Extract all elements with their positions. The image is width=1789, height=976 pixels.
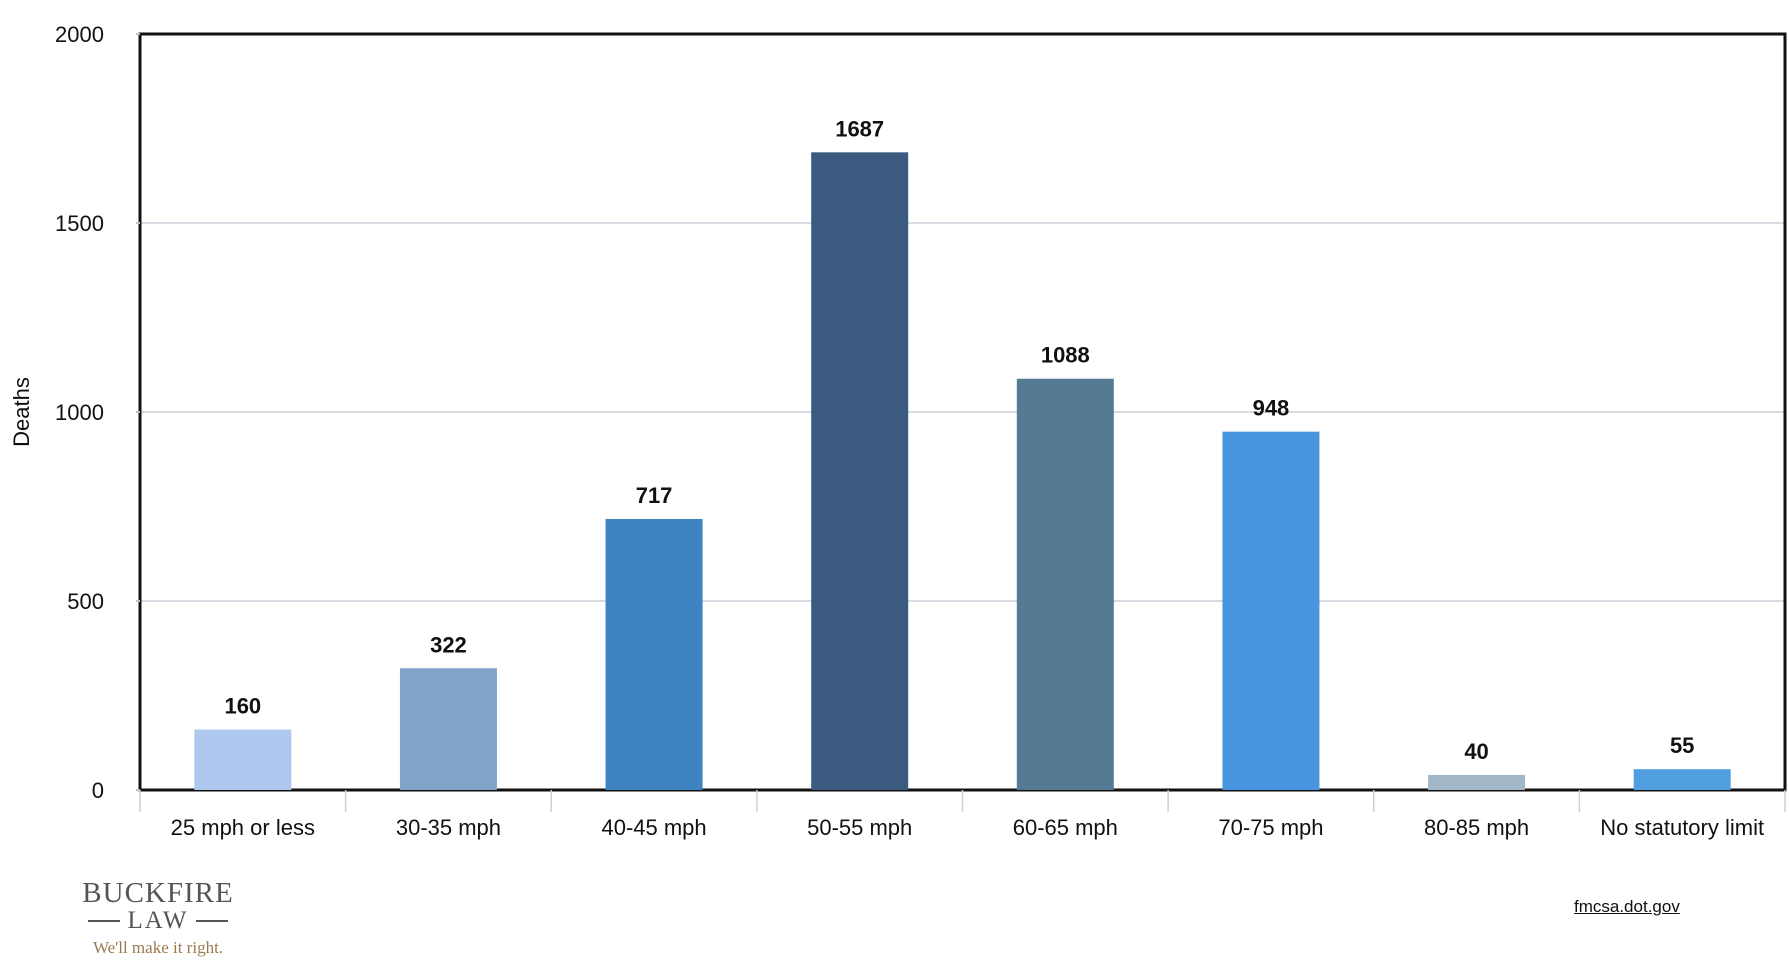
logo-dash-right <box>196 920 229 922</box>
bar-4 <box>1016 378 1114 790</box>
y-tick-label: 500 <box>67 589 104 614</box>
x-tick-label: 80-85 mph <box>1424 815 1529 840</box>
source-link[interactable]: fmcsa.dot.gov <box>1574 897 1680 916</box>
x-tick-label: 25 mph or less <box>171 815 315 840</box>
buckfire-law-logo: BUCKFIRE LAW We'll make it right. <box>78 878 238 958</box>
bar-value-label: 160 <box>224 694 261 719</box>
y-tick-label: 1500 <box>55 211 104 236</box>
bar-value-label: 322 <box>430 632 467 657</box>
y-axis-ticks: 0 500 1000 1500 2000 <box>55 22 140 803</box>
x-axis-ticks: 25 mph or less 30-35 mph 40-45 mph 50-55 mp… <box>139 790 1786 840</box>
bars: 160 322 717 1687 1088 948 40 55 <box>194 116 1731 791</box>
logo-tagline: We'll make it right. <box>92 938 224 957</box>
bar-value-label: 948 <box>1253 396 1290 421</box>
x-tick-label: 60-65 mph <box>1013 815 1118 840</box>
y-tick-label: 0 <box>92 778 104 803</box>
y-tick-label: 2000 <box>55 22 104 47</box>
x-tick-label: No statutory limit <box>1600 815 1764 840</box>
bar-value-label: 55 <box>1670 733 1694 758</box>
x-tick-label: 30-35 mph <box>396 815 501 840</box>
y-axis-label: Deaths <box>9 377 34 447</box>
bar-value-label: 1687 <box>835 116 884 141</box>
bar-0 <box>194 729 292 790</box>
bar-value-label: 717 <box>636 483 673 508</box>
y-tick-label: 1000 <box>55 400 104 425</box>
bar-value-label: 40 <box>1464 739 1488 764</box>
bar-3 <box>811 152 909 791</box>
logo-dash-left <box>87 920 120 922</box>
x-tick-label: 40-45 mph <box>601 815 706 840</box>
logo-law-row: LAW <box>78 908 238 934</box>
logo-name: BUCKFIRE <box>82 877 234 909</box>
bar-7 <box>1633 769 1731 790</box>
grid-lines <box>140 33 1785 791</box>
x-tick-label: 70-75 mph <box>1218 815 1323 840</box>
bar-5 <box>1222 431 1320 790</box>
bar-6 <box>1428 774 1526 790</box>
x-tick-label: 50-55 mph <box>807 815 912 840</box>
bar-2 <box>605 518 703 790</box>
bar-value-label: 1088 <box>1041 343 1090 368</box>
bar-1 <box>399 668 497 790</box>
logo-sub: LAW <box>127 907 189 934</box>
